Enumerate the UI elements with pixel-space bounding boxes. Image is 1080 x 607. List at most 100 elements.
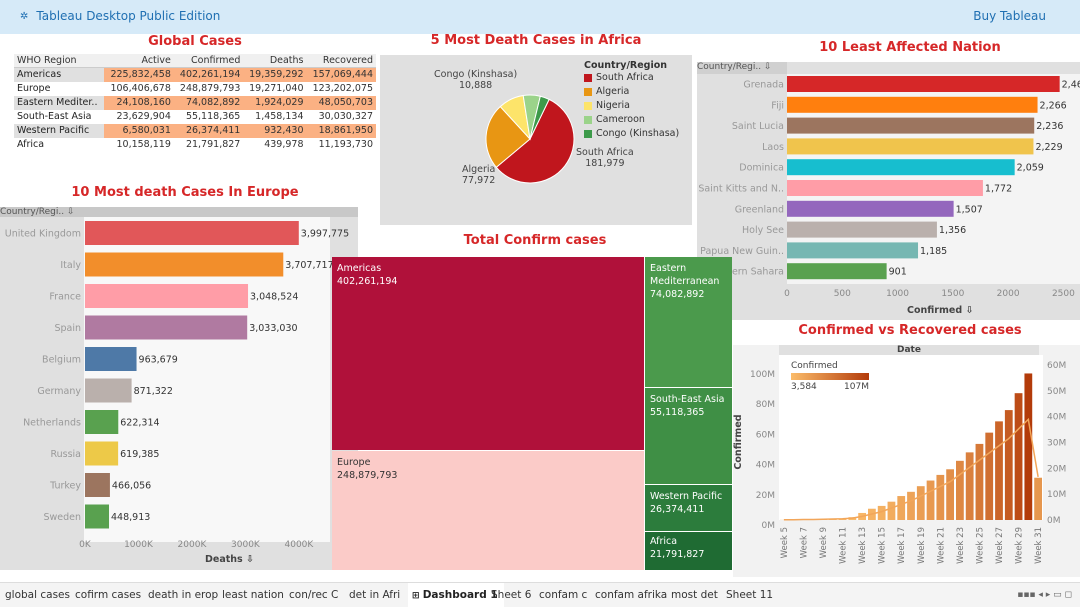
- tab-global-cases[interactable]: global cases: [5, 589, 70, 601]
- treemap-cell-south-east-asia[interactable]: South-East Asia 55,118,365: [645, 388, 732, 484]
- tab-most-det[interactable]: most det: [671, 589, 718, 601]
- europe-axis-title: Deaths ⇩: [205, 554, 254, 565]
- tab-confam-afrika[interactable]: confam afrika: [595, 589, 667, 601]
- tab-label: global cases: [5, 589, 70, 601]
- bar[interactable]: [946, 469, 954, 520]
- bar[interactable]: [1024, 373, 1033, 520]
- africa-panel: Congo (Kinshasa) 10,888 Algeria 77,972 S…: [380, 55, 692, 225]
- bar[interactable]: [965, 452, 974, 520]
- tab-confam-c[interactable]: confam c: [539, 589, 587, 601]
- africa-title: 5 Most Death Cases in Africa: [430, 33, 642, 48]
- category-label: Sweden: [43, 512, 81, 523]
- bar[interactable]: [1034, 477, 1042, 520]
- table-cell: Western Pacific: [14, 123, 105, 138]
- bar[interactable]: [787, 180, 983, 196]
- legend-item[interactable]: Algeria: [584, 85, 679, 99]
- bar[interactable]: [926, 480, 935, 520]
- bar[interactable]: [85, 347, 137, 371]
- pie-slice[interactable]: [529, 95, 550, 140]
- tab-least-nation[interactable]: least nation: [222, 589, 284, 601]
- sort-icon[interactable]: ⇩: [246, 554, 254, 565]
- bar[interactable]: [956, 460, 964, 520]
- legend-item[interactable]: South Africa: [584, 71, 679, 85]
- bar[interactable]: [995, 421, 1003, 520]
- buy-tableau-link[interactable]: Buy Tableau: [973, 9, 1046, 23]
- bar[interactable]: [85, 221, 299, 245]
- legend-item[interactable]: Nigeria: [584, 99, 679, 113]
- bar[interactable]: [787, 76, 1060, 92]
- bar[interactable]: [85, 504, 110, 529]
- bar[interactable]: [877, 505, 886, 520]
- bar[interactable]: [787, 159, 1015, 176]
- tab-nav-controls[interactable]: ▪▪▪ ◂ ▸ ▭ ◻: [1017, 590, 1072, 600]
- tab-sheet-11[interactable]: Sheet 11: [726, 589, 773, 601]
- treemap-cell-americas[interactable]: Americas 402,261,194: [332, 257, 644, 450]
- bar[interactable]: [887, 501, 896, 520]
- table-cell: 6,580,031: [104, 123, 174, 138]
- bar[interactable]: [787, 96, 1038, 113]
- bar[interactable]: [1004, 410, 1013, 520]
- treemap-cell-eastern-mediterranean[interactable]: Eastern Mediterranean 74,082,892: [645, 257, 732, 387]
- table-cell: 248,879,793: [173, 81, 244, 96]
- bar[interactable]: [85, 410, 119, 434]
- tab-dashboard-1[interactable]: ⊞ Dashboard 1: [408, 583, 504, 607]
- tick-label: 30M: [1047, 439, 1066, 449]
- tab-death-in-erop[interactable]: death in erop: [148, 589, 218, 601]
- tab-con-rec-c[interactable]: con/rec C: [289, 589, 338, 601]
- europe-panel: Country/Regi.. ⇩ United Kingdom 3,997,775…: [0, 207, 358, 570]
- table-cell: 48,050,703: [306, 95, 376, 110]
- tick-label: 10M: [1047, 490, 1066, 500]
- treemap-cell-africa[interactable]: Africa 21,791,827: [645, 532, 732, 570]
- pie-slice[interactable]: [485, 105, 531, 169]
- bar[interactable]: [787, 263, 887, 280]
- least-bar-chart: Grenada 2,46 Fiji 2,266 Saint Lucia 2,236 Laos…: [698, 76, 1080, 299]
- legend-item[interactable]: Congo (Kinshasa): [584, 127, 679, 141]
- table-cell: 439,978: [243, 137, 307, 152]
- bar[interactable]: [1014, 393, 1023, 520]
- bar[interactable]: [787, 242, 919, 259]
- bar[interactable]: [85, 378, 132, 403]
- bar[interactable]: [897, 496, 906, 520]
- data-label: 3,997,775: [301, 229, 349, 240]
- tick-label: Week 9: [819, 527, 829, 558]
- bar[interactable]: [85, 441, 119, 466]
- legend-label: Congo (Kinshasa): [596, 128, 680, 139]
- bar[interactable]: [85, 252, 284, 277]
- bar[interactable]: [975, 443, 984, 520]
- least-panel: Country/Regi.. ⇩ Grenada 2,46 Fiji 2,266 Sai…: [697, 62, 1080, 320]
- sort-icon[interactable]: ⇩: [965, 305, 974, 316]
- bar[interactable]: [787, 221, 937, 238]
- table-row: Western Pacific 6,580,031 26,374,411 932,43…: [14, 123, 376, 138]
- legend-gradient: [791, 373, 869, 380]
- tab-label: Sheet 6: [491, 589, 532, 601]
- data-label: 1,772: [985, 184, 1012, 195]
- global-cases-table: WHO Region Active Confirmed Deaths Recovered…: [14, 54, 376, 152]
- sort-icon[interactable]: ⇩: [763, 62, 772, 72]
- pie-label-congo: Congo (Kinshasa) 10,888: [434, 69, 518, 91]
- pie-slice[interactable]: [495, 98, 575, 184]
- bar[interactable]: [85, 473, 110, 497]
- bar[interactable]: [936, 474, 945, 520]
- legend-item[interactable]: Cameroon: [584, 113, 679, 127]
- bar[interactable]: [985, 432, 994, 520]
- bar[interactable]: [85, 315, 248, 340]
- bar[interactable]: [787, 117, 1035, 134]
- table-cell: 225,832,458: [104, 67, 174, 82]
- table-cell: 30,030,327: [306, 109, 376, 124]
- sort-icon[interactable]: ⇩: [66, 207, 75, 217]
- bar[interactable]: [85, 284, 249, 308]
- bar[interactable]: [787, 200, 954, 217]
- tick-label: Week 25: [975, 527, 985, 564]
- treemap-cell-europe[interactable]: Europe 248,879,793: [332, 451, 644, 570]
- category-label: Grenada: [743, 80, 784, 91]
- bar[interactable]: [916, 486, 925, 520]
- treemap-cell-western-pacific[interactable]: Western Pacific 26,374,411: [645, 485, 732, 531]
- bar[interactable]: [907, 491, 915, 520]
- tab-cofirm-cases[interactable]: cofirm cases: [75, 589, 141, 601]
- category-label: Papua New Guin..: [700, 246, 784, 257]
- tab-sheet-6[interactable]: Sheet 6: [491, 589, 531, 601]
- bar[interactable]: [787, 138, 1034, 155]
- category-label: Laos: [762, 142, 784, 153]
- data-label: 622,314: [120, 418, 159, 429]
- tab-det-in-afri[interactable]: det in Afri: [349, 589, 400, 601]
